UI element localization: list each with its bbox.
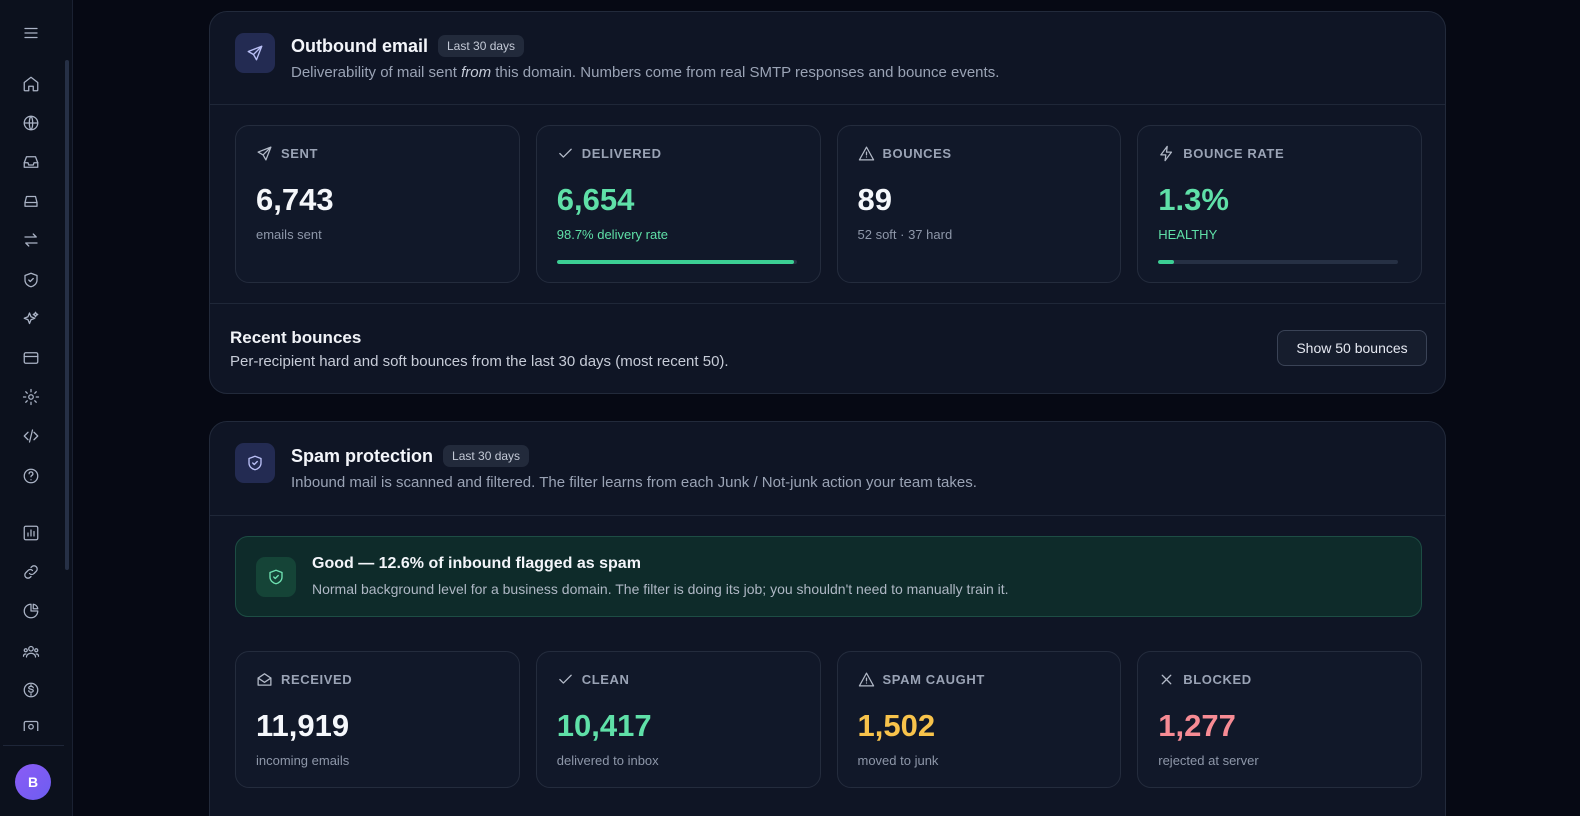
stat-blocked: BLOCKED 1,277 rejected at server	[1137, 651, 1422, 788]
recent-bounces-title: Recent bounces	[230, 328, 362, 347]
spam-title-text: Spam protection	[291, 445, 434, 466]
drive-icon[interactable]	[19, 189, 43, 213]
chart-icon[interactable]	[19, 521, 43, 545]
avatar[interactable]: B	[15, 764, 51, 800]
spam-subtitle: Inbound mail is scanned and filtered. Th…	[291, 474, 977, 491]
stat-bounce-rate: BOUNCE RATE 1.3% HEALTHY	[1137, 125, 1422, 283]
code-icon[interactable]	[19, 424, 43, 448]
spam-title: Spam protection Last 30 days	[291, 445, 530, 467]
stat-bounces: BOUNCES 89 52 soft · 37 hard	[836, 125, 1122, 283]
spam-protection-card: Spam protection Last 30 days Inbound mai…	[209, 421, 1446, 816]
stat-sub: 52 soft · 37 hard	[857, 227, 953, 242]
transfer-icon[interactable]	[19, 228, 43, 252]
outbound-title: Outbound email Last 30 days	[291, 35, 525, 57]
dollar-icon[interactable]	[19, 678, 43, 702]
sidebar: B	[0, 0, 73, 816]
mail-open-icon	[257, 673, 272, 686]
stat-value: 89	[857, 182, 892, 217]
stat-sub: delivered to inbox	[556, 753, 659, 768]
alert-subtitle: Normal background level for a business d…	[312, 581, 1009, 597]
stat-sub: 98.7% delivery rate	[556, 227, 669, 242]
shield-icon[interactable]	[19, 268, 43, 292]
outbound-title-text: Outbound email	[291, 35, 428, 56]
lightning-icon	[1160, 145, 1173, 162]
sidebar-divider	[3, 745, 64, 746]
menu-icon[interactable]	[19, 21, 43, 45]
stat-sub: incoming emails	[256, 753, 350, 768]
users-icon[interactable]	[19, 639, 43, 663]
bounce-rate-progress-bar	[1158, 260, 1399, 264]
stat-value: 6,654	[556, 182, 635, 217]
outbound-subtitle: Deliverability of mail sent from this do…	[291, 64, 1000, 81]
help-icon[interactable]	[19, 464, 43, 488]
globe-icon[interactable]	[19, 111, 43, 135]
stat-received: RECEIVED 11,919 incoming emails	[235, 651, 520, 788]
sparkles-icon[interactable]	[19, 307, 43, 331]
stat-sub: moved to junk	[857, 753, 939, 768]
recent-bounces-section: Recent bounces Per-recipient hard and so…	[210, 303, 1445, 394]
credit-card-icon[interactable]	[19, 346, 43, 370]
outbound-period-badge: Last 30 days	[438, 35, 525, 57]
camera-icon[interactable]	[19, 717, 43, 731]
recent-bounces-subtitle: Per-recipient hard and soft bounces from…	[230, 353, 729, 370]
alert-title: Good — 12.6% of inbound flagged as spam	[312, 555, 641, 572]
outbound-email-card: Outbound email Last 30 days Deliverabili…	[209, 11, 1446, 394]
link-icon[interactable]	[19, 560, 43, 584]
inbox-icon[interactable]	[19, 150, 43, 174]
show-bounces-button[interactable]: Show 50 bounces	[1277, 330, 1427, 366]
send-icon	[257, 146, 272, 161]
stat-sub: emails sent	[256, 227, 322, 242]
stat-sent: SENT 6,743 emails sent	[235, 125, 520, 283]
stat-value: 1,502	[857, 708, 936, 743]
spam-status-alert: Good — 12.6% of inbound flagged as spam …	[235, 536, 1422, 617]
close-icon	[1161, 674, 1172, 685]
stat-sub: HEALTHY	[1158, 227, 1218, 242]
outbound-header: Outbound email Last 30 days Deliverabili…	[210, 12, 1445, 105]
check-icon	[558, 674, 572, 684]
warning-icon	[858, 672, 874, 687]
sidebar-scrollbar[interactable]	[65, 60, 69, 570]
stat-sub: rejected at server	[1158, 753, 1259, 768]
spam-header: Spam protection Last 30 days Inbound mai…	[210, 422, 1445, 516]
shield-check-icon	[235, 443, 275, 483]
shield-check-icon	[256, 557, 296, 597]
stat-value: 10,417	[556, 708, 652, 743]
spam-stats: RECEIVED 11,919 incoming emails CLEAN 10…	[235, 651, 1422, 788]
outbound-stats: SENT 6,743 emails sent DELIVERED 6,654 9…	[235, 125, 1422, 283]
stat-delivered: DELIVERED 6,654 98.7% delivery rate	[535, 125, 821, 283]
check-icon	[558, 148, 572, 158]
delivery-progress-bar	[556, 260, 797, 264]
spam-period-badge: Last 30 days	[443, 445, 530, 467]
stat-value: 1,277	[1158, 708, 1236, 743]
warning-icon	[858, 146, 874, 161]
pie-chart-icon[interactable]	[19, 599, 43, 623]
stat-spam-caught: SPAM CAUGHT 1,502 moved to junk	[836, 651, 1122, 788]
stat-value: 11,919	[256, 708, 350, 743]
home-icon[interactable]	[19, 72, 43, 96]
gear-icon[interactable]	[19, 385, 43, 409]
send-icon	[235, 33, 275, 73]
stat-value: 6,743	[256, 182, 334, 217]
stat-value: 1.3%	[1158, 182, 1229, 217]
stat-clean: CLEAN 10,417 delivered to inbox	[535, 651, 821, 788]
